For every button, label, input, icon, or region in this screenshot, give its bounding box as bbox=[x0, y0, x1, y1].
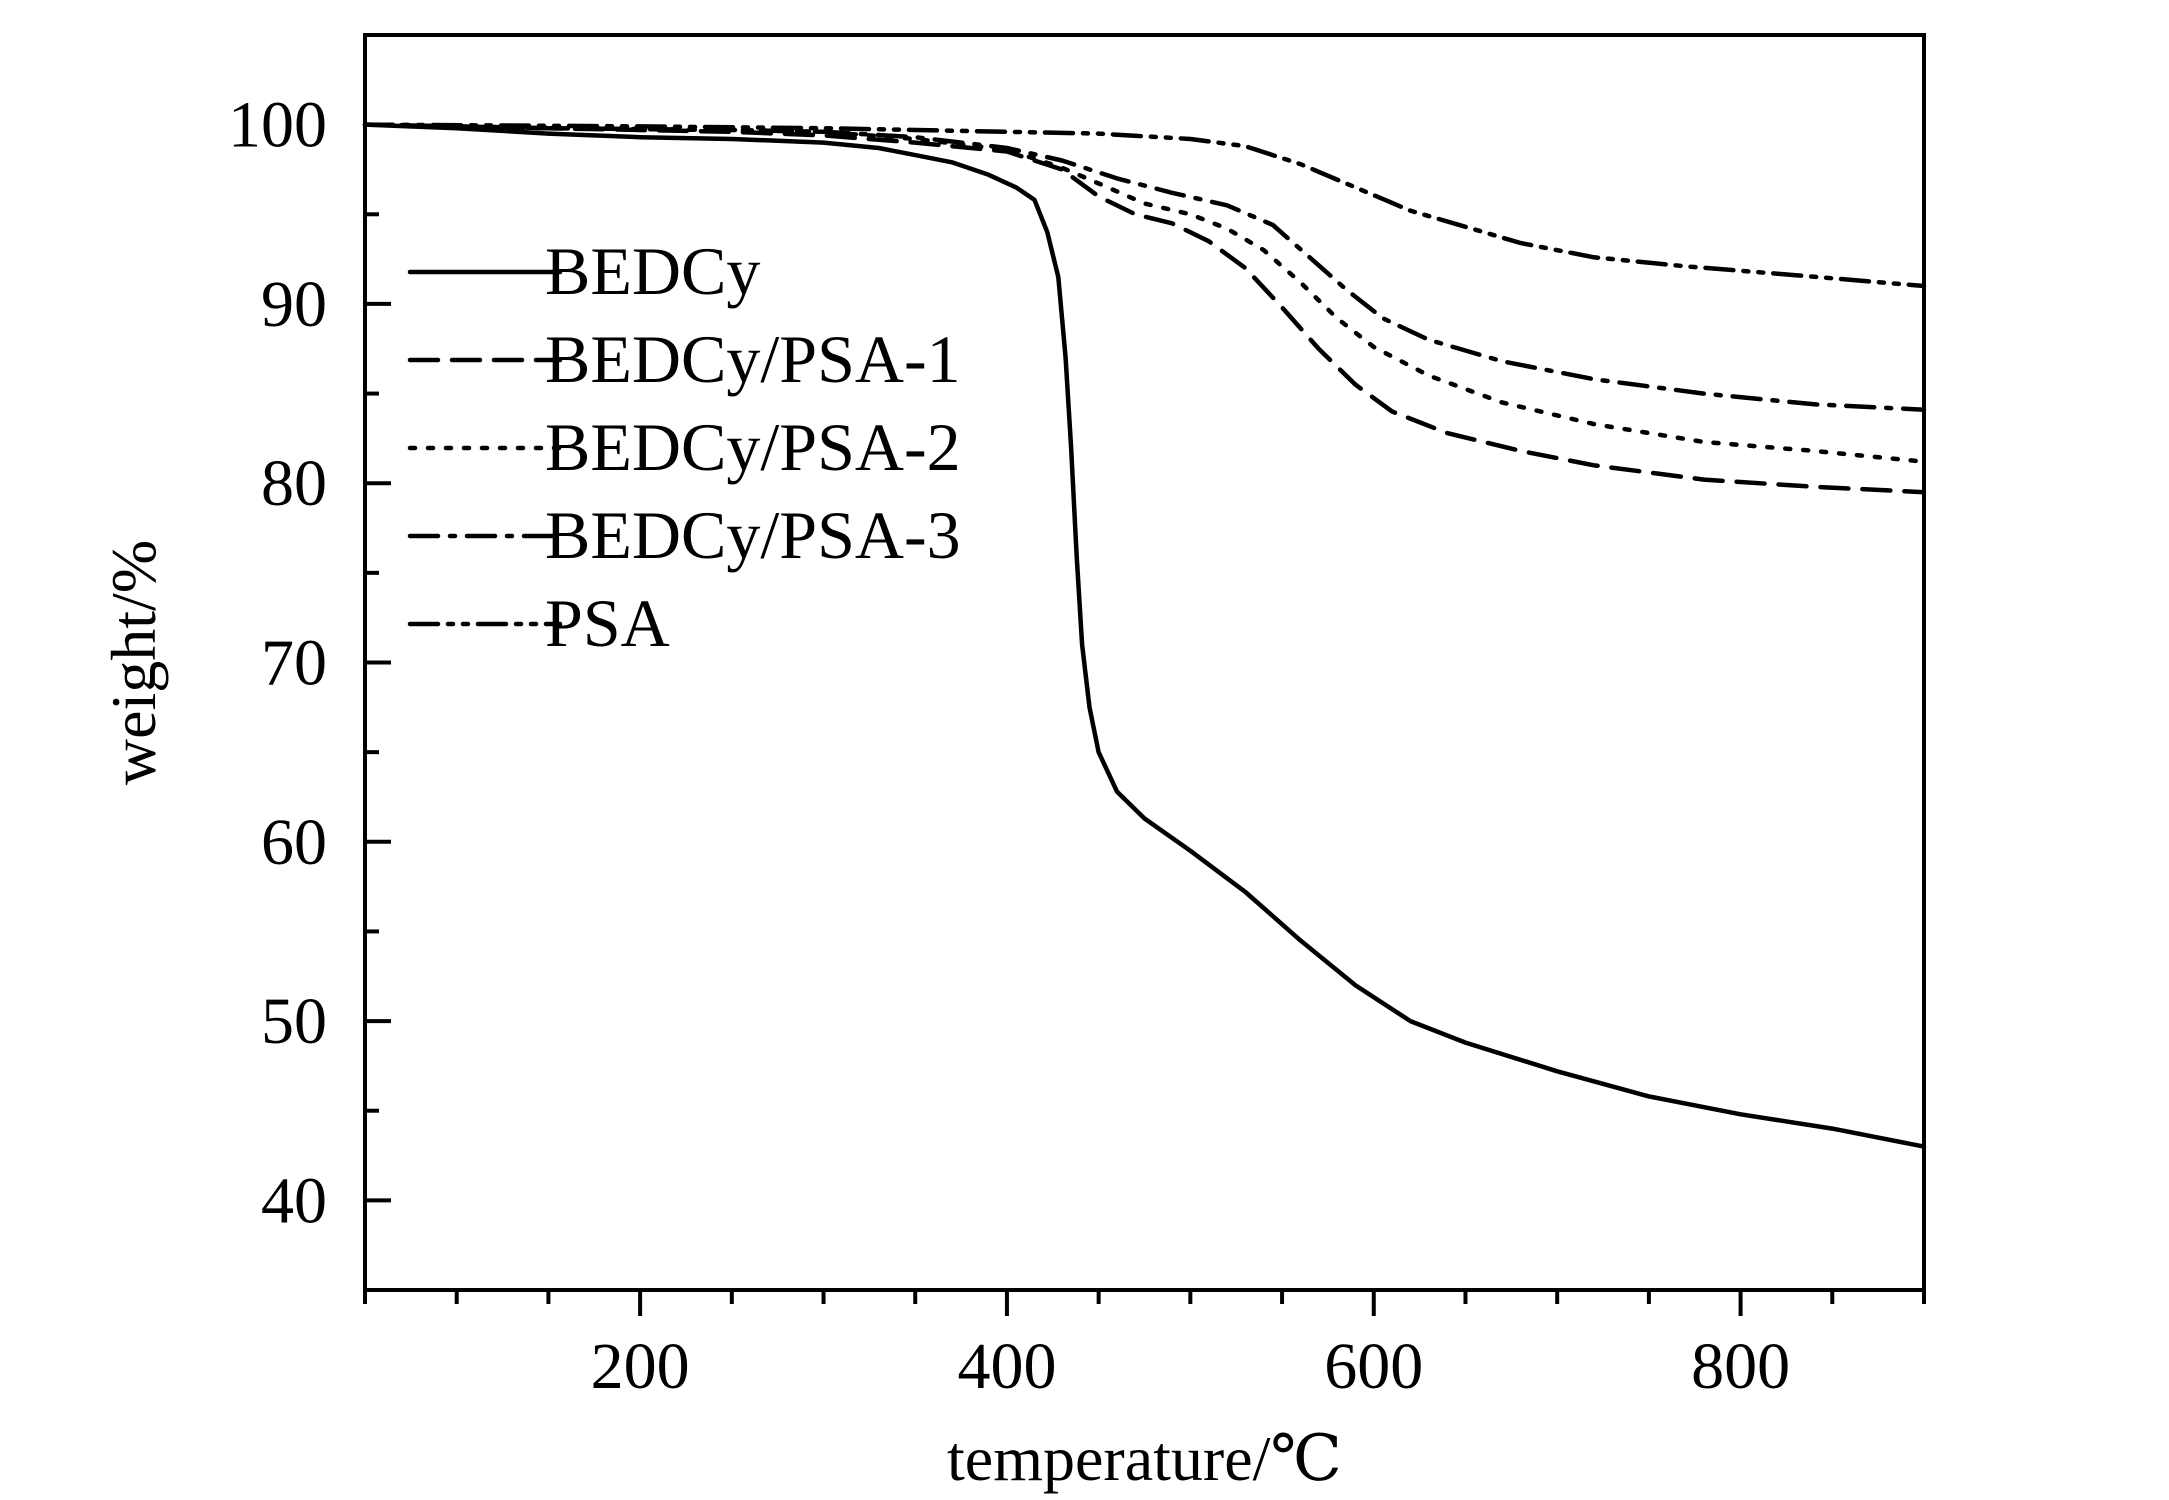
series-line-psa bbox=[362, 122, 1927, 289]
legend-label: PSA bbox=[545, 585, 670, 661]
x-tick-label: 200 bbox=[591, 1330, 690, 1403]
x-axis-ticks: 200 400 600 800 bbox=[591, 1290, 1790, 1403]
series-line-bedcy-psa-1 bbox=[362, 122, 1927, 495]
y-axis-ticks: 40 50 60 70 80 90 100 bbox=[228, 89, 391, 1237]
legend: BEDCy BEDCy/PSA-1 BEDCy/PSA-2 BEDCy/PSA-3 PS… bbox=[407, 233, 961, 661]
x-tick-label: 800 bbox=[1691, 1330, 1790, 1403]
y-tick-label: 60 bbox=[261, 806, 327, 879]
x-tick-label: 600 bbox=[1324, 1330, 1423, 1403]
y-tick-label: 90 bbox=[261, 268, 327, 341]
plot-frame bbox=[363, 33, 1926, 1292]
series-line-bedcy bbox=[362, 122, 1927, 1149]
y-tick-label: 70 bbox=[261, 627, 327, 700]
legend-label: BEDCy/PSA-1 bbox=[545, 321, 961, 397]
series-line-bedcy-psa-3 bbox=[362, 122, 1927, 412]
series-line-bedcy-psa-2 bbox=[362, 122, 1927, 464]
legend-label: BEDCy/PSA-3 bbox=[545, 497, 961, 573]
series-layer bbox=[362, 122, 1927, 1149]
minor-ticks bbox=[363, 33, 1926, 1304]
legend-label: BEDCy/PSA-2 bbox=[545, 409, 961, 485]
x-axis-title: temperature/℃ bbox=[947, 1423, 1342, 1494]
y-tick-label: 50 bbox=[261, 985, 327, 1058]
legend-label: BEDCy bbox=[545, 233, 760, 309]
y-tick-label: 100 bbox=[228, 89, 327, 162]
y-tick-label: 40 bbox=[261, 1164, 327, 1237]
x-tick-label: 400 bbox=[957, 1330, 1056, 1403]
y-tick-label: 80 bbox=[261, 447, 327, 520]
y-axis-title: weight/% bbox=[98, 540, 169, 785]
